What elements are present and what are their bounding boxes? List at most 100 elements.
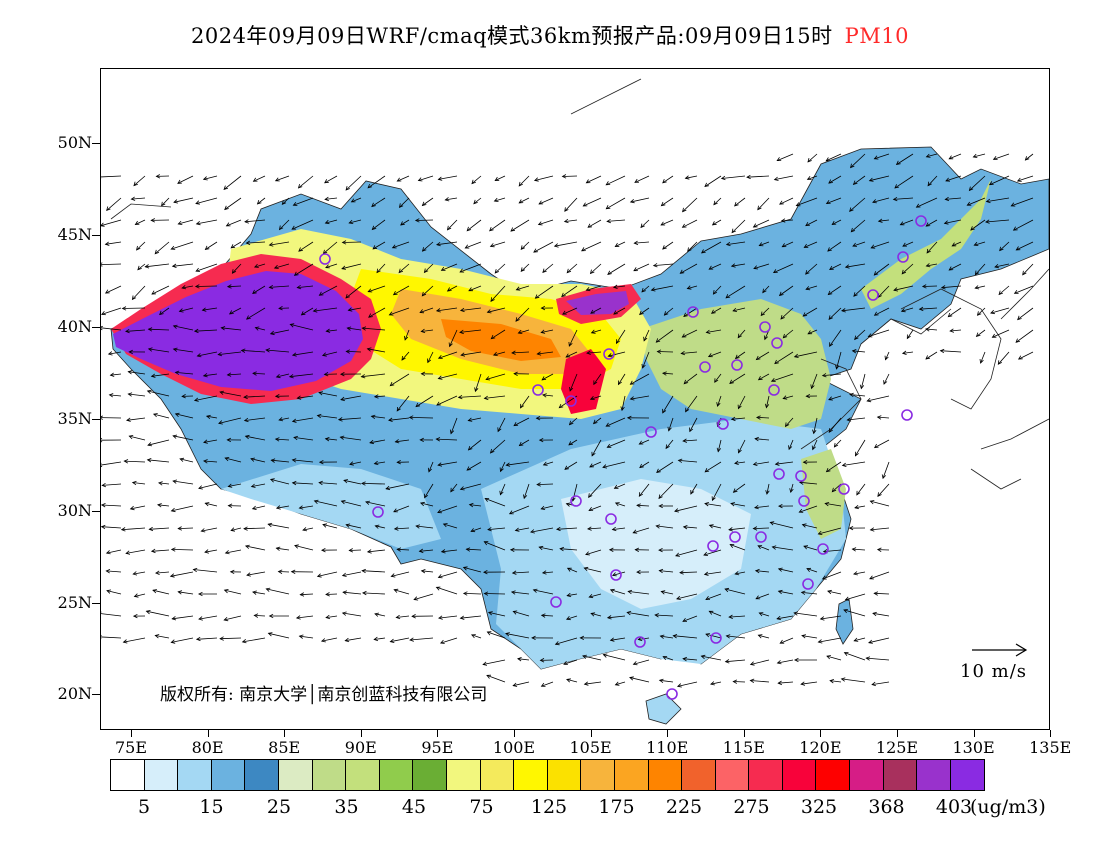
wind-arrow-icon [275, 438, 290, 441]
wind-arrowhead-icon [511, 570, 517, 575]
wind-arrowhead-icon [195, 220, 201, 226]
wind-arrow-icon [567, 567, 578, 573]
wind-arrowhead-icon [198, 616, 203, 621]
wind-arrow-icon [422, 197, 434, 206]
wind-arrowhead-icon [754, 504, 759, 510]
wind-arrowhead-icon [325, 328, 331, 333]
circle-icon [755, 531, 767, 543]
wind-arrowhead-icon [774, 359, 779, 365]
wind-arrowhead-icon [672, 634, 678, 639]
wind-arrow-icon [634, 175, 650, 183]
wind-arrowhead-icon [147, 442, 153, 447]
wind-arrow-icon [541, 614, 554, 617]
wind-arrowhead-icon [296, 284, 302, 290]
wind-arrow-icon [484, 593, 506, 595]
wind-arrow-icon [828, 395, 842, 401]
wind-arrowhead-icon [582, 654, 587, 659]
wind-arrow-icon [567, 593, 578, 597]
wind-arrow-icon [155, 571, 170, 574]
wind-arrowhead-icon [634, 178, 640, 183]
wind-arrowhead-icon [627, 589, 633, 595]
wind-arrow-icon [226, 219, 242, 227]
wind-arrow-icon [799, 505, 818, 513]
wind-arrow-icon [178, 219, 194, 225]
wind-arrow-icon [651, 285, 674, 291]
legend-label: 5 [137, 796, 151, 818]
wind-arrowhead-icon [843, 609, 848, 614]
wind-arrow-icon [757, 545, 770, 551]
wind-arrow-icon [362, 327, 386, 331]
wind-arrowhead-icon [325, 614, 331, 620]
wind-arrow-icon [975, 285, 986, 289]
wind-arrowhead-icon [636, 503, 641, 508]
wind-arrowhead-icon [724, 659, 730, 664]
wind-arrowhead-icon [590, 612, 596, 617]
wind-arrow-icon [397, 548, 410, 551]
wind-arrowhead-icon [246, 572, 251, 577]
wind-arrow-icon [807, 153, 818, 163]
wind-arrowhead-icon [179, 457, 185, 462]
wind-arrowhead-icon [388, 417, 393, 422]
wind-arrowhead-icon [641, 363, 646, 369]
wind-arrow-icon [149, 527, 170, 530]
wind-arrowhead-icon [585, 287, 591, 292]
wind-arrow-icon [562, 175, 578, 177]
wind-arrow-icon [450, 417, 458, 434]
wind-arrowhead-icon [499, 467, 504, 473]
wind-arrow-icon [268, 632, 290, 639]
wind-arrowhead-icon [703, 571, 709, 576]
wind-arrow-icon [841, 307, 866, 312]
wind-arrow-icon [490, 241, 506, 247]
wind-arrowhead-icon [540, 329, 546, 334]
wind-arrowhead-icon [538, 437, 544, 443]
forecast-map[interactable] [100, 68, 1050, 730]
wind-arrow-icon [376, 263, 386, 273]
wind-arrowhead-icon [877, 492, 882, 498]
wind-arrowhead-icon [174, 370, 180, 375]
wind-arrow-icon [349, 461, 362, 465]
wind-arrowhead-icon [564, 465, 569, 470]
wind-arrowhead-icon [226, 372, 232, 377]
wind-arrow-icon [585, 549, 602, 555]
wind-arrow-icon [534, 175, 554, 181]
wind-arrowhead-icon [230, 244, 236, 249]
wind-arrow-icon [413, 593, 434, 600]
wind-arrowhead-icon [841, 308, 846, 313]
wind-arrowhead-icon [754, 436, 759, 442]
wind-arrowhead-icon [220, 326, 226, 331]
zone-orange-strong [441, 319, 561, 361]
wind-arrowhead-icon [467, 417, 473, 422]
wind-arrow-icon [297, 285, 314, 288]
wind-arrow-icon [799, 481, 818, 485]
wind-arrow-icon [766, 483, 770, 495]
wind-arrowhead-icon [876, 415, 882, 420]
wind-arrowhead-icon [714, 378, 719, 383]
wind-arrow-icon [396, 395, 410, 412]
circle-icon [687, 306, 699, 318]
wind-arrow-icon [608, 351, 626, 357]
wind-arrow-icon [778, 568, 794, 573]
longitude-label: 125E [875, 738, 919, 757]
wind-arrow-icon [296, 615, 314, 619]
wind-arrow-icon [194, 329, 218, 332]
wind-arrowhead-icon [749, 661, 755, 666]
wind-arrow-icon [872, 612, 890, 617]
wind-arrow-icon [252, 285, 266, 294]
wind-arrow-icon [343, 591, 362, 595]
wind-arrowhead-icon [633, 267, 638, 272]
wind-arrowhead-icon [895, 160, 901, 166]
wind-arrow-icon [171, 505, 194, 512]
wind-arrow-icon [783, 395, 794, 399]
wind-arrowhead-icon [490, 297, 495, 303]
wind-arrowhead-icon [849, 392, 854, 398]
wind-arrowhead-icon [1010, 202, 1016, 207]
wind-arrow-icon [318, 392, 338, 397]
wind-arrowhead-icon [372, 245, 378, 250]
wind-arrowhead-icon [817, 639, 823, 644]
wind-arrowhead-icon [205, 414, 211, 420]
wind-arrow-icon [468, 285, 482, 292]
wind-arrowhead-icon [538, 545, 544, 551]
wind-arrowhead-icon [851, 547, 857, 552]
wind-arrowhead-icon [154, 634, 160, 639]
wind-arrow-icon [294, 545, 314, 551]
